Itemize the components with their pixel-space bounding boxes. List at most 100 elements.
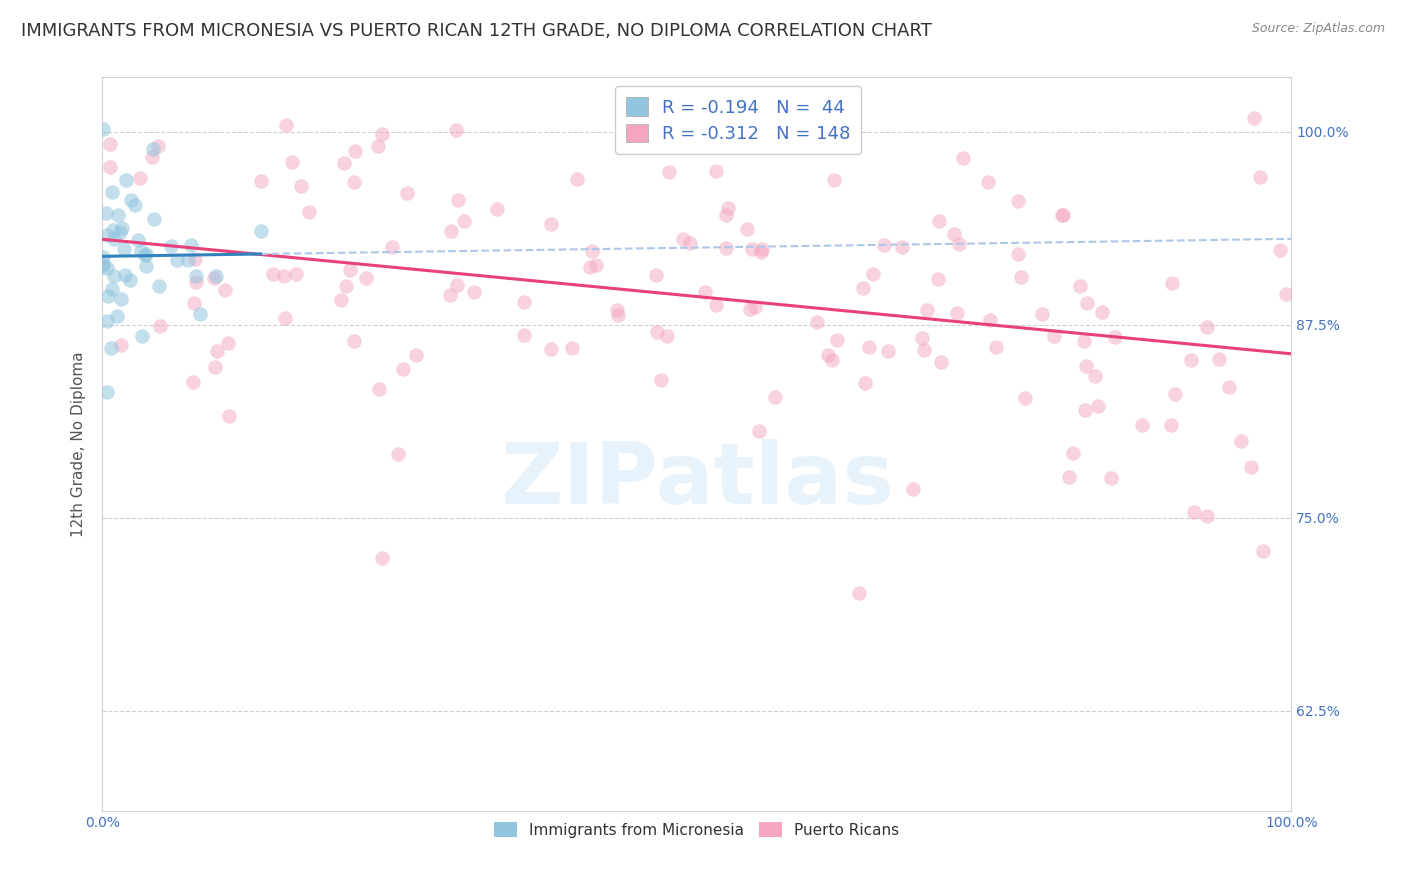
Point (217, 336, 239, 351)
Point (735, 222, 758, 236)
Point (207, 344, 229, 359)
Point (679, 236, 702, 251)
Point (858, 340, 880, 354)
Point (979, 312, 1001, 326)
Point (112, 242, 135, 256)
Point (128, 171, 150, 186)
Point (127, 233, 149, 247)
Point (354, 270, 377, 285)
Point (606, 302, 628, 317)
Point (141, 149, 163, 163)
Point (1087, 399, 1109, 413)
Point (134, 248, 156, 262)
Point (748, 425, 770, 439)
Point (901, 482, 924, 496)
Point (1073, 334, 1095, 348)
Point (927, 271, 949, 285)
Point (1208, 351, 1230, 366)
Point (929, 354, 952, 368)
Point (370, 550, 392, 565)
Point (671, 231, 693, 245)
Point (274, 311, 297, 326)
Point (1180, 352, 1202, 367)
Point (94, 206, 117, 220)
Point (1243, 111, 1265, 125)
Point (1270, 244, 1292, 258)
Point (188, 307, 211, 321)
Point (485, 202, 508, 216)
Point (1253, 543, 1275, 558)
Point (704, 164, 727, 178)
Point (214, 284, 236, 298)
Point (942, 227, 965, 241)
Point (1074, 402, 1097, 417)
Point (1091, 305, 1114, 319)
Point (183, 375, 205, 389)
Point (166, 253, 188, 268)
Point (540, 343, 562, 357)
Point (160, 239, 183, 253)
Point (823, 173, 845, 187)
Point (285, 267, 308, 281)
Point (218, 409, 240, 423)
Point (108, 225, 131, 239)
Point (984, 339, 1007, 353)
Point (405, 348, 427, 362)
Point (367, 139, 389, 153)
Point (841, 134, 863, 148)
Point (103, 268, 125, 283)
Point (1230, 434, 1253, 448)
Point (183, 252, 205, 266)
Point (1164, 386, 1187, 401)
Point (1182, 505, 1205, 519)
Point (716, 241, 738, 255)
Point (333, 156, 356, 170)
Point (177, 252, 200, 267)
Point (1010, 269, 1032, 284)
Point (567, 172, 589, 186)
Point (1052, 209, 1074, 223)
Point (339, 263, 361, 277)
Point (131, 328, 153, 343)
Point (249, 224, 271, 238)
Point (329, 293, 352, 307)
Point (513, 295, 536, 310)
Point (439, 287, 461, 301)
Point (98, 136, 121, 151)
Point (103, 222, 125, 236)
Point (1069, 279, 1091, 293)
Point (135, 259, 157, 273)
Point (249, 174, 271, 188)
Point (952, 151, 974, 165)
Point (148, 279, 170, 293)
Point (751, 242, 773, 256)
Point (120, 193, 142, 207)
Point (825, 333, 848, 347)
Point (463, 285, 485, 300)
Point (817, 348, 839, 362)
Point (131, 244, 153, 258)
Point (446, 193, 468, 207)
Point (848, 586, 870, 600)
Point (738, 302, 761, 317)
Point (751, 245, 773, 260)
Point (186, 275, 208, 289)
Text: ZIPatlas: ZIPatlas (501, 440, 894, 523)
Point (204, 268, 226, 283)
Point (852, 281, 875, 295)
Point (540, 218, 562, 232)
Point (446, 277, 468, 292)
Point (1249, 169, 1271, 184)
Point (93, 250, 115, 264)
Point (1062, 446, 1084, 460)
Point (110, 338, 132, 352)
Point (143, 212, 166, 227)
Point (1195, 320, 1218, 334)
Point (915, 302, 938, 317)
Point (1084, 368, 1107, 383)
Point (717, 201, 740, 215)
Point (695, 285, 717, 300)
Point (513, 328, 536, 343)
Point (581, 244, 603, 259)
Point (343, 334, 366, 349)
